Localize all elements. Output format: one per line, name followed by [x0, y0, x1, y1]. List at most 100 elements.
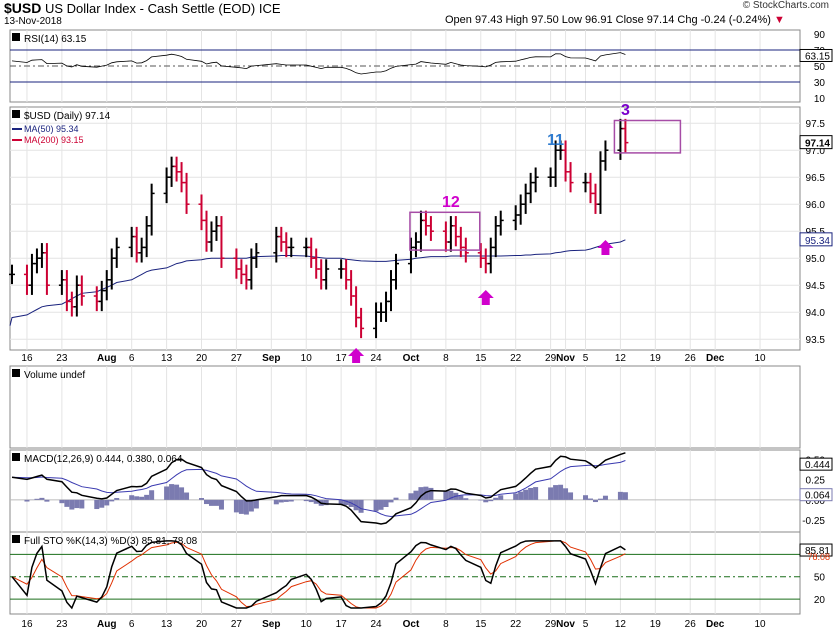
- macd-histogram-bar: [343, 499, 349, 505]
- macd-histogram-bar: [139, 496, 145, 500]
- x-tick-label-top: 6: [129, 353, 135, 364]
- macd-histogram-bar: [64, 499, 70, 507]
- macd-histogram-bar: [393, 497, 399, 500]
- macd-histogram-bar: [602, 495, 608, 500]
- price-legend: $USD (Daily) 97.14: [24, 111, 111, 122]
- macd-histogram-bar: [169, 484, 175, 500]
- macd-legend: MACD(12,26,9) 0.444, 0.380, 0.064: [24, 454, 183, 465]
- macd-histogram-bar: [238, 499, 244, 514]
- x-tick-label-top: 10: [754, 353, 766, 364]
- sto-panel: [9, 531, 801, 615]
- x-tick-label-bottom: 15: [475, 619, 487, 630]
- rsi-y-label: 10: [814, 94, 826, 105]
- last-price-tag-text: 97.14: [805, 139, 830, 150]
- x-tick-label-bottom: 27: [231, 619, 243, 630]
- macd-histogram-bar: [533, 487, 539, 500]
- macd-histogram-bar: [513, 493, 519, 500]
- macd-histogram-bar: [253, 499, 259, 509]
- price-y-label: 95.0: [806, 254, 826, 265]
- macd-histogram-bar: [248, 499, 254, 512]
- macd-histogram-bar: [383, 499, 389, 508]
- sto-y-label: 20: [814, 595, 826, 606]
- macd-histogram-bar: [129, 495, 135, 500]
- macd-histogram-bar: [413, 490, 419, 500]
- sto-y-label: 50: [814, 573, 826, 584]
- price-y-label: 93.5: [806, 335, 826, 346]
- legend-square: [12, 535, 20, 543]
- macd-histogram-bar: [518, 491, 524, 500]
- macd-histogram-bar: [323, 499, 329, 506]
- sto-k-tag-text: 85.81: [805, 546, 830, 557]
- legend-square: [12, 33, 20, 41]
- macd-histogram-bar: [149, 490, 155, 500]
- macd-histogram-bar: [79, 499, 85, 509]
- macd-histogram-bar: [308, 499, 314, 503]
- wave-label-3: 3: [621, 102, 630, 119]
- x-tick-label-bottom: 16: [21, 619, 33, 630]
- x-tick-label-bottom: 20: [196, 619, 208, 630]
- x-tick-label-bottom: 10: [754, 619, 766, 630]
- x-tick-label-top: 16: [21, 353, 33, 364]
- macd-tag-text: 0.444: [805, 460, 830, 471]
- macd-histogram-bar: [548, 487, 554, 500]
- macd-histogram-bar: [553, 485, 559, 500]
- macd-histogram-bar: [144, 494, 150, 500]
- macd-histogram-bar: [597, 498, 603, 500]
- x-tick-label-bottom: 22: [510, 619, 522, 630]
- x-tick-label-bottom: 17: [336, 619, 348, 630]
- macd-histogram-bar: [358, 499, 364, 513]
- macd-histogram-bar: [179, 487, 185, 500]
- macd-histogram-bar: [622, 492, 628, 500]
- legend-square: [12, 110, 20, 118]
- macd-histogram-bar: [39, 497, 45, 500]
- macd-histogram-bar: [303, 499, 309, 502]
- macd-histogram-bar: [74, 499, 80, 509]
- macd-histogram-bar: [483, 499, 489, 503]
- macd-histogram-bar: [558, 484, 564, 500]
- x-tick-label-top: 20: [196, 353, 208, 364]
- rsi-tag: [799, 48, 833, 62]
- price-y-label: 96.0: [806, 200, 826, 211]
- up-arrow-icon: [477, 290, 494, 305]
- macd-histogram-bar: [617, 491, 623, 500]
- macd-histogram-bar: [24, 499, 30, 502]
- rsi-y-label: 50: [814, 62, 826, 73]
- x-tick-label-top: 12: [615, 353, 627, 364]
- macd-histogram-bar: [184, 492, 190, 500]
- macd-histogram-bar: [208, 499, 214, 506]
- x-tick-label-bottom: 24: [370, 619, 382, 630]
- macd-histogram-bar: [478, 499, 484, 501]
- exchange: ICE: [258, 1, 281, 16]
- macd-y-label: 0.00: [806, 496, 826, 507]
- rsi-y-label: 30: [814, 78, 826, 89]
- macd-histogram-bar: [203, 499, 209, 505]
- x-tick-label-top: Oct: [403, 353, 420, 364]
- legend-square: [12, 369, 20, 377]
- ma200-legend: MA(200) 93.15: [24, 135, 84, 145]
- wave-label-12: 12: [442, 194, 460, 211]
- macd-histogram-bar: [448, 490, 454, 500]
- x-tick-label-top: 10: [301, 353, 313, 364]
- ma50-tag-text: 95.34: [805, 236, 830, 247]
- sto-d-tag-text: 78.08: [807, 552, 830, 562]
- annotation-box-12: [409, 211, 481, 251]
- sto-legend: Full STO %K(14,3) %D(3) 85.81, 78.08: [24, 536, 198, 547]
- ohlc-text: Open 97.43 High 97.50 Low 96.91 Close 97…: [445, 14, 771, 26]
- volume-legend: Volume undef: [24, 370, 85, 381]
- ma50-tag: [799, 232, 833, 247]
- macd-histogram-bar: [388, 499, 394, 503]
- x-tick-label-top: 5: [583, 353, 589, 364]
- symbol: $USD: [4, 0, 42, 16]
- x-tick-label-top: 27: [231, 353, 243, 364]
- macd-histogram-bar: [278, 499, 284, 503]
- annotation-box-3: [613, 119, 682, 154]
- index-name: US Dollar Index - Cash Settle (EOD): [44, 1, 256, 16]
- x-tick-label-top: 15: [475, 353, 487, 364]
- x-tick-label-top: 23: [56, 353, 68, 364]
- macd-histogram-bar: [288, 499, 294, 502]
- macd-y-label: 0.25: [806, 476, 826, 487]
- macd-histogram-bar: [283, 499, 289, 502]
- x-tick-label-bottom: 13: [161, 619, 173, 630]
- sto-d-line: [11, 540, 626, 609]
